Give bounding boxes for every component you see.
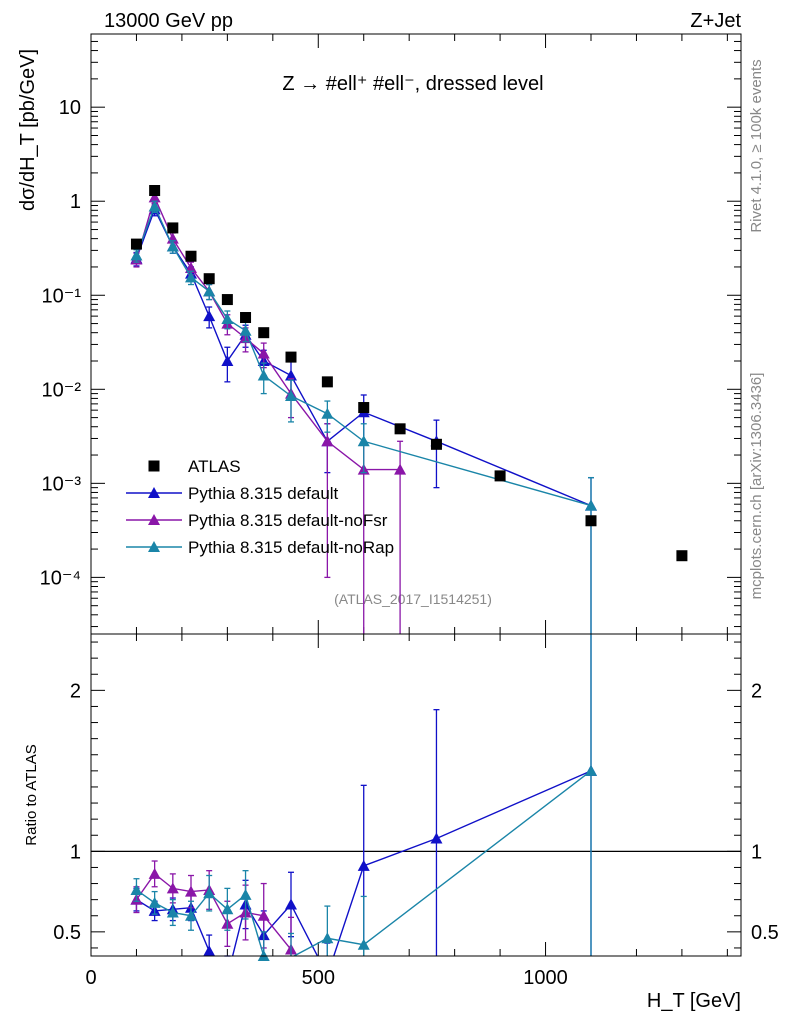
x-tick-label: 0	[85, 967, 96, 989]
y-tick-label-main: 10⁻¹	[42, 285, 82, 307]
data-point-atlas	[494, 470, 506, 482]
data-point-atlas	[185, 250, 197, 262]
data-point-noFsr	[185, 261, 197, 273]
data-point-atlas	[130, 238, 142, 250]
ratio-point-noFsr	[148, 867, 161, 879]
y-axis-label-main: dσ/dH_T [pb/GeV]	[17, 49, 39, 211]
data-point-noRap	[239, 324, 252, 336]
y-tick-label-main: 1	[70, 191, 81, 213]
data-point-atlas	[167, 222, 179, 234]
main-series	[130, 185, 688, 634]
ratio-frame	[90, 633, 742, 957]
data-point-noRap	[185, 271, 197, 283]
y-tick-label-ratio: 2	[70, 680, 81, 702]
y-tick-label-main: 10⁻⁴	[40, 567, 81, 589]
data-point-atlas	[258, 327, 270, 339]
data-point-noFsr	[257, 347, 270, 359]
legend-label-data: ATLAS	[188, 457, 241, 476]
ratio-line-noRap	[136, 770, 592, 956]
x-tick-label: 500	[302, 967, 335, 989]
main-panel: 10⁻⁴ 10⁻³ 10⁻² 10⁻¹ 1 10	[40, 33, 742, 635]
main-axes: 10⁻⁴ 10⁻³ 10⁻² 10⁻¹ 1 10	[40, 33, 741, 634]
y-tick-label-ratio-right: 2	[751, 680, 762, 702]
x-tick-label: 1000	[523, 967, 568, 989]
legend-marker-noFsr	[148, 514, 160, 525]
data-point-noFsr	[394, 463, 407, 475]
ratio-point-default	[430, 832, 443, 844]
ratio-point-default	[203, 945, 216, 957]
data-point-default	[285, 369, 297, 381]
ratio-point-noRap	[357, 938, 370, 950]
data-point-noRap	[257, 369, 270, 381]
ratio-point-noRap	[321, 932, 334, 944]
data-point-noRap	[357, 435, 370, 447]
data-point-atlas	[203, 273, 215, 285]
data-point-atlas	[358, 402, 370, 414]
data-point-noRap	[203, 285, 216, 297]
x-axis-label: H_T [GeV]	[647, 990, 741, 1012]
y-tick-label-ratio-right: 0.5	[751, 922, 779, 944]
ratio-point-noRap	[239, 888, 252, 900]
y-tick-label-main: 10⁻³	[42, 473, 82, 495]
y-tick-label-main: 10⁻²	[42, 379, 82, 401]
legend-marker-atlas	[148, 460, 160, 472]
ratio-axes: 0 500 1000 0.5 0.5 1 1 2 2	[53, 634, 779, 989]
ratio-point-noRap	[166, 906, 179, 918]
y-tick-label-ratio-right: 1	[751, 841, 762, 863]
data-point-default	[203, 310, 216, 322]
ratio-point-noRap	[130, 883, 143, 895]
data-point-noFsr	[321, 435, 334, 447]
ratio-point-noFsr	[185, 885, 197, 897]
energy-label: 13000 GeV pp	[104, 10, 233, 32]
mcplots-credit-label: mcplots.cern.ch [arXiv:1306.3436]	[748, 373, 765, 600]
legend-label-default: Pythia 8.315 default	[188, 484, 339, 503]
data-point-atlas	[240, 312, 252, 324]
ratio-point-noRap	[221, 903, 234, 915]
chart-title: Z → #ell⁺ #ell⁻, dressed level	[282, 73, 543, 95]
ratio-point-noRap	[185, 909, 197, 921]
y-axis-label-ratio: Ratio to ATLAS	[23, 744, 40, 845]
data-point-atlas	[430, 438, 442, 450]
data-point-noRap	[148, 200, 161, 212]
legend-label-noFsr: Pythia 8.315 default-noFsr	[188, 511, 388, 530]
legend-label-noRap: Pythia 8.315 default-noRap	[188, 538, 394, 557]
ratio-point-noRap	[203, 887, 216, 899]
legend-marker-noRap	[148, 541, 160, 552]
ratio-panel: 0 500 1000 0.5 0.5 1 1 2 2	[53, 633, 779, 989]
data-point-noRap	[321, 407, 334, 419]
data-point-default	[221, 354, 234, 366]
y-tick-label-ratio: 0.5	[53, 922, 81, 944]
data-point-atlas	[221, 294, 233, 306]
rivet-version-label: Rivet 4.1.0, ≥ 100k events	[748, 59, 765, 232]
data-point-noRap	[166, 240, 179, 252]
data-point-noRap	[585, 499, 597, 511]
series-line-noRap	[135, 204, 592, 507]
data-point-noRap	[130, 249, 143, 261]
legend-marker-default	[148, 487, 160, 498]
ratio-point-default	[357, 859, 370, 871]
data-point-atlas	[676, 550, 688, 562]
analysis-id-label: (ATLAS_2017_I1514251)	[334, 591, 492, 607]
ratio-series	[130, 634, 597, 961]
y-tick-label-main: 10	[59, 97, 81, 119]
ratio-point-noFsr	[166, 882, 179, 894]
data-point-atlas	[149, 185, 161, 197]
legend: ATLAS Pythia 8.315 default Pythia 8.315 de…	[126, 457, 394, 557]
ratio-point-noFsr	[257, 909, 270, 921]
ratio-point-noRap	[148, 896, 161, 908]
ratio-point-default	[285, 898, 297, 910]
data-point-atlas	[321, 376, 333, 388]
ratio-point-noRap	[585, 764, 597, 776]
data-point-atlas	[585, 515, 597, 527]
data-point-noRap	[285, 389, 297, 401]
data-point-atlas	[285, 351, 297, 363]
data-point-noRap	[221, 312, 234, 324]
data-point-atlas	[394, 423, 406, 435]
y-tick-label-ratio: 1	[70, 841, 81, 863]
process-label: Z+Jet	[690, 10, 741, 32]
data-point-noFsr	[148, 191, 161, 203]
